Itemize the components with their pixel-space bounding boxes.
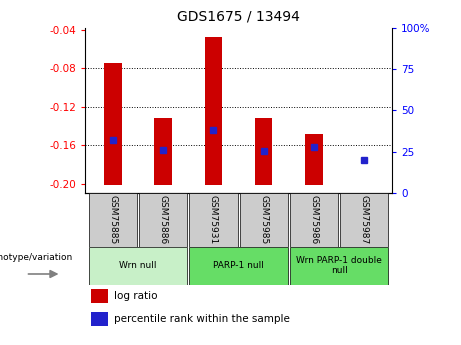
Bar: [340, 193, 388, 247]
Bar: [154, 118, 172, 186]
Bar: [205, 37, 222, 186]
Text: percentile rank within the sample: percentile rank within the sample: [114, 314, 290, 324]
Text: GSM75931: GSM75931: [209, 195, 218, 245]
Bar: [290, 247, 388, 285]
Text: genotype/variation: genotype/variation: [0, 253, 73, 262]
Bar: [89, 193, 137, 247]
Bar: [91, 312, 108, 326]
Bar: [305, 134, 323, 186]
Text: GSM75987: GSM75987: [360, 195, 369, 245]
Text: PARP-1 null: PARP-1 null: [213, 261, 264, 270]
Bar: [139, 193, 187, 247]
Bar: [189, 193, 237, 247]
Text: GSM75885: GSM75885: [108, 195, 118, 245]
Bar: [91, 289, 108, 304]
Bar: [104, 63, 122, 186]
Bar: [255, 118, 272, 186]
Text: Wrn PARP-1 double
null: Wrn PARP-1 double null: [296, 256, 382, 275]
Title: GDS1675 / 13494: GDS1675 / 13494: [177, 10, 300, 24]
Bar: [189, 247, 288, 285]
Bar: [240, 193, 288, 247]
Bar: [89, 247, 187, 285]
Text: GSM75986: GSM75986: [309, 195, 319, 245]
Text: GSM75886: GSM75886: [159, 195, 168, 245]
Text: Wrn null: Wrn null: [119, 261, 157, 270]
Text: log ratio: log ratio: [114, 291, 158, 301]
Bar: [290, 193, 338, 247]
Text: GSM75985: GSM75985: [259, 195, 268, 245]
